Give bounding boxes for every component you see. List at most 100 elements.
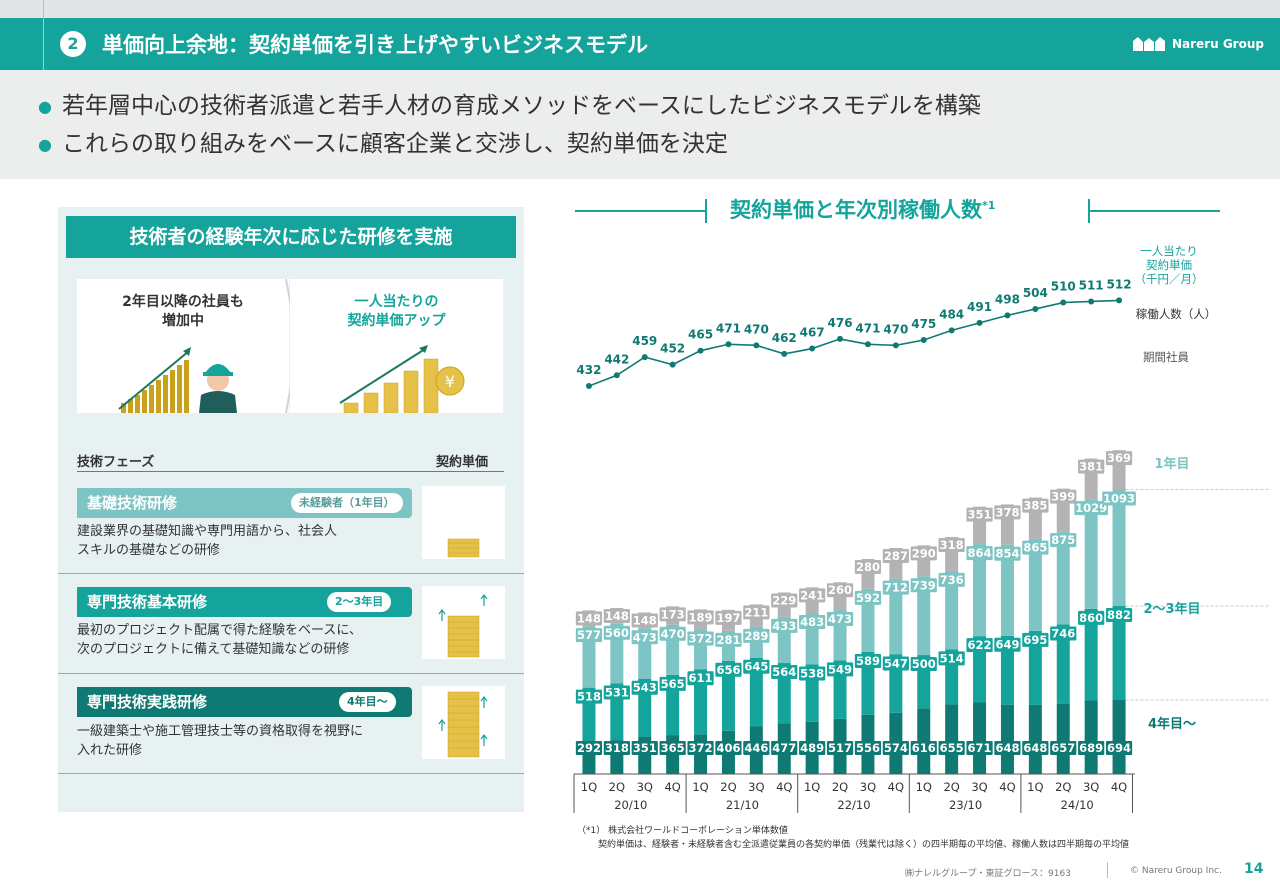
data-label-bg (1050, 741, 1077, 755)
data-label-bg (1022, 540, 1049, 555)
data-label: 656 (716, 663, 740, 677)
bar-segment (1112, 489, 1126, 606)
data-label-bg (966, 546, 993, 561)
data-label: 514 (940, 651, 964, 665)
data-label-bg (687, 741, 714, 755)
data-label-bg (882, 580, 909, 595)
data-label-bg (1078, 741, 1105, 755)
data-label: 648 (1023, 741, 1047, 755)
data-label-bg (575, 689, 603, 704)
data-label: 241 (800, 588, 824, 602)
x-tick-label: 2Q (832, 780, 848, 794)
x-tick-label: 1Q (692, 780, 708, 794)
x-tick-label: 3Q (860, 780, 876, 794)
data-label-bg (603, 609, 630, 624)
data-label: 657 (1051, 741, 1075, 755)
bar-segment (945, 704, 959, 774)
data-label: 500 (912, 657, 936, 671)
data-label-bg (771, 618, 798, 633)
data-label-bg (1050, 533, 1077, 548)
data-label-bg (966, 638, 993, 653)
data-label: 365 (661, 741, 685, 755)
data-label: 860 (1079, 611, 1103, 625)
unit-price-label: 471 (716, 321, 741, 335)
data-label-bg (994, 637, 1021, 652)
unit-price-point (920, 336, 927, 343)
data-label: 592 (856, 591, 880, 605)
data-label: 556 (856, 741, 880, 755)
data-label: 189 (689, 610, 713, 624)
data-label-bg (1105, 607, 1133, 622)
data-label-bg (882, 656, 909, 671)
x-tick-label: 2Q (943, 780, 959, 794)
unit-price-point (1116, 297, 1123, 304)
nareru-logo-icon (1133, 37, 1165, 51)
data-label-bg (603, 685, 630, 700)
data-label: 473 (828, 612, 852, 626)
data-label: 1029 (1075, 501, 1107, 515)
data-label-bg (882, 741, 909, 755)
x-tick-label: 1Q (916, 780, 932, 794)
x-tick-label: 1Q (804, 780, 820, 794)
data-label-bg (1022, 741, 1049, 755)
data-label-bg (715, 662, 742, 677)
data-label: 281 (716, 633, 740, 647)
chart-title: 契約単価と年次別稼働人数*1 (730, 198, 996, 222)
data-label-bg (771, 741, 798, 755)
bar-segment (1000, 704, 1014, 774)
data-label-bg (799, 666, 826, 681)
bar-segment (1112, 700, 1126, 774)
unit-price-line (588, 299, 1120, 387)
data-label: 712 (884, 581, 908, 595)
data-label: 574 (884, 741, 908, 755)
data-label-bg (826, 662, 854, 677)
data-label-bg (771, 665, 798, 680)
data-label-bg (799, 741, 826, 755)
data-label: 148 (633, 614, 657, 628)
bar-segment (917, 576, 931, 656)
data-label: 616 (912, 741, 936, 755)
unit-price-label: 504 (1023, 286, 1048, 300)
data-label-bg (799, 615, 826, 630)
data-label-bg (631, 741, 658, 755)
data-label-bg (826, 741, 854, 755)
col-header-phase: 技術フェーズ (77, 455, 155, 470)
unit-price-up-box: 一人当たりの 契約単価アップ ¥ (290, 279, 503, 413)
unit-price-label: 484 (939, 307, 964, 321)
unit-price-label: 432 (576, 363, 601, 377)
top-band (0, 0, 1280, 18)
data-label: 560 (605, 626, 629, 640)
data-label: 229 (772, 593, 796, 607)
data-label-bg (966, 741, 993, 755)
unit-price-point (585, 383, 592, 389)
data-label: 543 (633, 681, 657, 695)
data-label: 589 (856, 654, 880, 668)
data-label-bg (910, 578, 937, 593)
unit-price-label: 475 (911, 317, 936, 331)
x-tick-label: 2Q (720, 780, 736, 794)
data-label: 378 (995, 505, 1019, 519)
unit-price-point (725, 341, 732, 348)
section-header: 2 単価向上余地：契約単価を引き上げやすいビジネスモデル Nareru Grou… (0, 18, 1280, 70)
bar-segment (1084, 700, 1098, 774)
data-label: 671 (968, 741, 992, 755)
data-label: 372 (689, 741, 713, 755)
data-label: 280 (856, 560, 880, 574)
x-tick-label: 1Q (1027, 780, 1043, 794)
unit-price-label: 491 (967, 300, 992, 314)
x-tick-label: 3Q (748, 780, 764, 794)
data-label: 736 (940, 573, 964, 587)
x-tick-label: 2Q (609, 780, 625, 794)
data-label: 351 (968, 508, 992, 522)
data-label: 547 (884, 657, 908, 671)
bar-segment (1028, 630, 1042, 705)
data-label-bg (1074, 501, 1108, 516)
data-label-bg (910, 657, 937, 672)
data-label-bg (603, 741, 630, 755)
unit-price-point (697, 347, 704, 354)
data-label-bg (1050, 489, 1077, 504)
data-label: 577 (577, 628, 601, 642)
data-label: 446 (744, 741, 768, 755)
unit-price-label: 462 (772, 331, 797, 345)
coin-low-icon (422, 486, 505, 559)
